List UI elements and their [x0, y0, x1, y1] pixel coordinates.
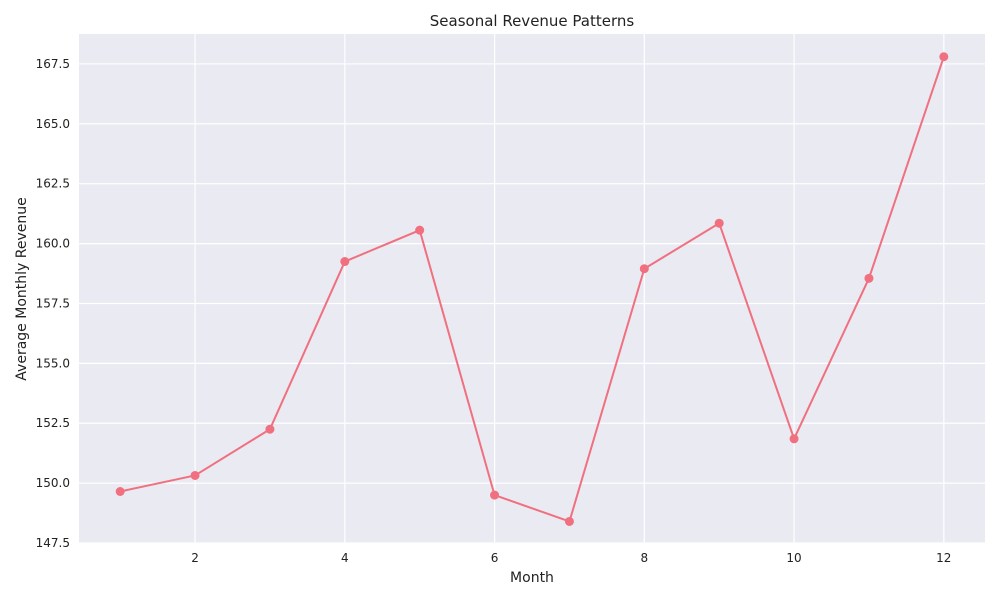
data-point: [714, 218, 724, 228]
x-tick-label: 2: [191, 551, 199, 565]
series-layer: [115, 52, 949, 526]
series-line: [119, 56, 945, 523]
data-point: [789, 434, 799, 444]
data-point: [564, 516, 574, 526]
x-tick-label: 12: [936, 551, 951, 565]
y-tick-label: 147.5: [36, 536, 70, 550]
grid-lines: [79, 34, 985, 544]
y-tick-label: 167.5: [36, 57, 70, 71]
y-tick-label: 165.0: [36, 117, 70, 131]
plot-area: [79, 34, 985, 543]
data-point: [490, 490, 500, 500]
data-point: [639, 264, 649, 274]
y-tick-label: 162.5: [36, 177, 70, 191]
y-tick-label: 155.0: [36, 356, 70, 370]
data-point: [864, 273, 874, 283]
data-point: [190, 470, 200, 480]
data-point: [939, 52, 949, 62]
data-point: [265, 424, 275, 434]
x-axis-label: Month: [510, 570, 554, 586]
x-tick-label: 6: [491, 551, 499, 565]
y-tick-label: 152.5: [36, 416, 70, 430]
x-tick-label: 4: [341, 551, 349, 565]
data-point: [415, 225, 425, 235]
y-tick-label: 157.5: [36, 296, 70, 310]
y-tick-label: 160.0: [36, 237, 70, 251]
data-point: [115, 487, 125, 497]
x-tick-label: 8: [640, 551, 648, 565]
data-point: [340, 257, 350, 267]
y-tick-label: 150.0: [36, 476, 70, 490]
chart-title: Seasonal Revenue Patterns: [430, 12, 635, 30]
x-tick-label: 10: [786, 551, 801, 565]
y-axis-label: Average Monthly Revenue: [14, 197, 30, 380]
tick-labels: 2 4 6 8 10 12 147.5 150.0 152.5 155.0 157.5 160.0 16…: [36, 57, 952, 565]
